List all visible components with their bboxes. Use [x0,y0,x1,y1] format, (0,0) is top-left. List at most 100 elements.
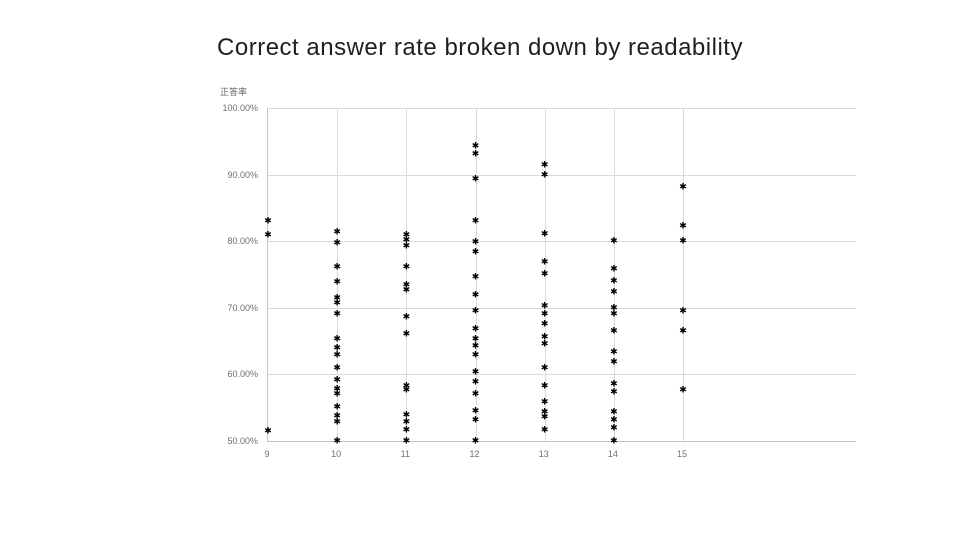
data-point: ✱ [610,286,618,297]
v-gridline [337,108,339,441]
data-point: ✱ [610,378,618,389]
h-gridline [268,307,856,309]
h-gridline [268,374,856,376]
data-point: ✱ [471,173,480,184]
data-point: ✱ [471,435,480,446]
data-point: ✱ [471,340,480,351]
data-point: ✱ [333,362,341,373]
data-point: ✱ [540,308,549,319]
data-point: ✱ [402,284,411,295]
x-tick-label: 15 [677,449,688,459]
data-point: ✱ [264,215,272,226]
data-point: ✱ [471,305,480,316]
data-point: ✱ [333,308,341,319]
data-point: ✱ [610,308,618,319]
data-point: ✱ [679,384,687,395]
plot-area: ✱ ✱ ✱ ✱ ✱ ✱ ✱ ✱ ✱ ✱ ✱ ✱ ✱ ✱ ✱ ✱ ✱ ✱ ✱ ✱ ✱ ✱ ✱ ✱ ✱ ✱ ✱ ✱ ✱ ✱ ✱ ✱ ✱ ✱ ✱ ✱ ✱ ✱ ✱ ✱… [264,108,856,445]
data-point: ✱ [471,349,480,360]
data-point: ✱ [402,311,411,322]
x-tick-label: 11 [400,449,411,459]
data-point: ✱ [402,380,411,391]
data-point: ✱ [402,279,411,290]
data-point: ✱ [540,362,549,373]
data-point: ✱ [679,220,687,231]
data-point: ✱ [471,236,480,247]
v-gridline [475,108,477,441]
data-point: ✱ [610,235,618,246]
data-point: ✱ [333,276,341,287]
data-point: ✱ [610,422,618,433]
data-point: ✱ [333,388,341,399]
data-point: ✱ [471,376,480,387]
data-point: ✱ [333,435,341,446]
y-tick-label: 70.00% [227,302,258,313]
data-point: ✱ [679,235,687,246]
x-tick-label: 13 [538,449,549,459]
data-point: ✱ [264,229,272,240]
data-point: ✱ [333,292,341,303]
data-point: ✱ [540,318,549,329]
data-point: ✱ [471,405,480,416]
data-point: ✱ [471,271,480,282]
data-point: ✱ [402,240,411,251]
data-point: ✱ [333,416,341,427]
v-gridline [683,108,685,441]
data-point: ✱ [471,246,480,257]
data-point: ✱ [610,346,618,357]
data-point: ✱ [471,148,480,159]
data-point: ✱ [402,424,411,435]
data-point: ✱ [610,435,618,446]
y-axis-title: 正答率 [220,87,248,97]
chart-title: Correct answer rate broken down by reada… [217,34,743,61]
data-point: ✱ [471,323,480,334]
data-point: ✱ [333,374,341,385]
data-point: ✱ [333,333,341,344]
h-gridline [268,241,856,243]
data-point: ✱ [333,383,341,394]
data-point: ✱ [540,159,549,170]
y-tick-label: 60.00% [227,369,258,380]
data-point: ✱ [610,406,618,417]
data-point: ✱ [610,414,618,425]
data-point: ✱ [402,409,411,420]
data-point: ✱ [402,328,411,339]
data-point: ✱ [679,181,687,192]
data-point: ✱ [264,425,272,436]
data-point: ✱ [471,215,480,226]
data-point: ✱ [540,228,549,239]
x-tick-label: 9 [264,449,270,459]
data-point: ✱ [610,263,618,274]
h-gridline [268,108,856,109]
data-point: ✱ [540,411,549,422]
data-point: ✱ [333,401,341,412]
v-gridline [613,108,615,441]
data-point: ✱ [333,342,341,353]
data-point: ✱ [540,406,549,417]
x-tick-label: 12 [469,449,480,459]
data-point: ✱ [471,333,480,344]
data-point: ✱ [402,435,411,446]
data-point: ✱ [402,416,411,427]
data-point: ✱ [402,229,411,240]
data-point: ✱ [610,302,618,313]
v-gridline [406,108,408,441]
data-point: ✱ [540,396,549,407]
data-point: ✱ [471,140,480,151]
data-point: ✱ [333,261,341,272]
y-tick-label: 80.00% [227,236,258,247]
data-point: ✱ [471,414,480,425]
data-point: ✱ [610,325,618,336]
y-tick-label: 100.00% [222,103,258,113]
data-point: ✱ [679,325,687,336]
data-point: ✱ [540,380,549,391]
data-point: ✱ [402,234,411,245]
y-tick-label: 50.00% [227,436,258,446]
data-point: ✱ [471,388,480,399]
data-point: ✱ [333,297,341,308]
data-point: ✱ [402,384,411,395]
data-point: ✱ [333,226,341,237]
data-point: ✱ [610,356,618,367]
y-tick-label: 90.00% [227,169,258,180]
data-point: ✱ [540,268,549,279]
